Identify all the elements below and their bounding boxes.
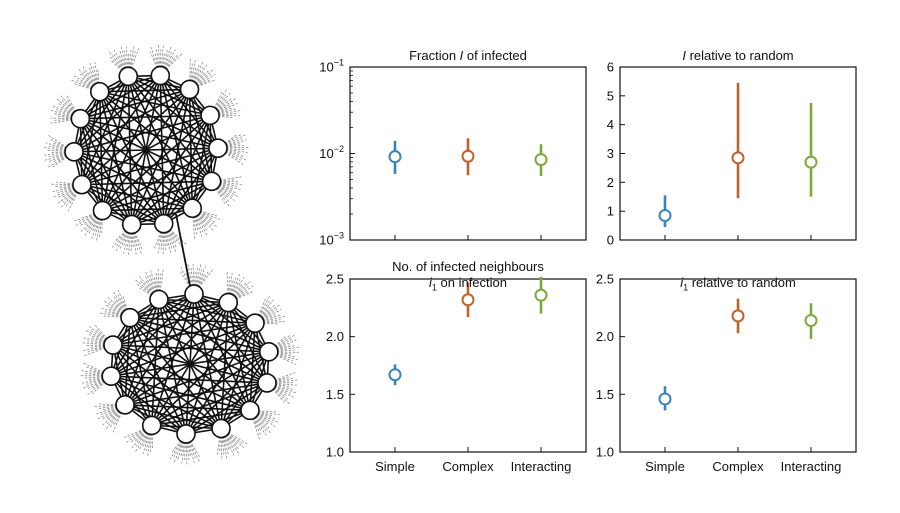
point-complex <box>733 83 744 198</box>
network-node <box>241 401 259 419</box>
y-tick-label: 1 <box>607 204 614 219</box>
network-node <box>123 215 141 233</box>
marker-interacting <box>536 154 547 165</box>
network-node <box>246 314 264 332</box>
x-tick-label: Interacting <box>511 459 572 474</box>
marker-simple <box>390 369 401 380</box>
y-tick-label: 5 <box>607 88 614 103</box>
y-tick-label: 1.5 <box>596 387 614 402</box>
network-node <box>71 110 89 128</box>
network-node <box>91 83 109 101</box>
axes: 1.0 1.5 2.0 2.5 Simple Complex Interacting <box>326 272 586 475</box>
y-tick-label: 1.0 <box>326 445 344 460</box>
network-node <box>155 215 173 233</box>
y-tick-label: 10−1 <box>319 58 344 75</box>
network-node <box>143 416 161 434</box>
network-node <box>150 290 168 308</box>
marker-simple <box>390 151 401 162</box>
bridge-edge <box>176 214 192 296</box>
network-node <box>151 67 169 85</box>
network-node <box>185 285 203 303</box>
point-interacting <box>806 103 817 197</box>
x-tick-label: Complex <box>712 459 764 474</box>
network-node <box>201 106 219 124</box>
network-node <box>73 176 91 194</box>
y-tick-label: 2.5 <box>326 272 344 287</box>
x-tick-label: Complex <box>442 459 494 474</box>
panel-title-line2: i1 on infection <box>350 275 586 296</box>
point-complex <box>733 299 744 334</box>
y-tick-label: 3 <box>607 146 614 161</box>
marker-complex <box>733 310 744 321</box>
point-interacting <box>536 144 547 176</box>
x-tick-label: Simple <box>645 459 685 474</box>
network-node <box>209 139 227 157</box>
network-node <box>260 343 278 361</box>
axes: 0 1 2 3 4 5 6 <box>607 60 856 248</box>
y-tick-label: 4 <box>607 117 614 132</box>
y-tick-label: 10−3 <box>319 231 344 248</box>
chart-fraction-infected: 10−3 10−2 10−1 <box>300 46 600 256</box>
panel-fraction-infected: Fraction I of infected 10−3 10−2 10−1 <box>300 46 600 256</box>
y-tick-label: 2 <box>607 175 614 190</box>
network-node <box>183 199 201 217</box>
network-node <box>116 396 134 414</box>
network-node <box>102 367 120 385</box>
point-simple <box>390 141 401 174</box>
marker-simple <box>660 393 671 404</box>
point-interacting <box>806 303 817 339</box>
network-node <box>258 374 276 392</box>
network-node <box>219 294 237 312</box>
network-node <box>121 309 139 327</box>
network-node <box>93 202 111 220</box>
panel-title: I relative to random <box>620 48 856 63</box>
y-tick-label: 0 <box>607 233 614 248</box>
marker-complex <box>463 151 474 162</box>
y-tick-label: 10−2 <box>319 144 344 161</box>
marker-complex <box>463 294 474 305</box>
x-tick-label: Simple <box>375 459 415 474</box>
y-tick-label: 1.5 <box>326 387 344 402</box>
panel-title: i1 relative to random <box>620 275 856 296</box>
marker-interacting <box>806 315 817 326</box>
network-node <box>119 67 137 85</box>
panel-title-line1: No. of infected neighbours <box>350 259 586 274</box>
y-tick-label: 2.0 <box>596 329 614 344</box>
network-node <box>212 420 230 438</box>
network-diagram <box>0 0 310 508</box>
y-tick-label: 6 <box>607 60 614 75</box>
point-complex <box>463 138 474 175</box>
network-node <box>177 425 195 443</box>
chart-relative-infected: 0 1 2 3 4 5 6 <box>570 46 870 256</box>
axes: 10−3 10−2 10−1 <box>319 58 586 248</box>
point-simple <box>390 364 401 385</box>
x-tick-label: Interacting <box>781 459 842 474</box>
point-simple <box>660 195 671 227</box>
panel-title: Fraction I of infected <box>350 48 586 63</box>
y-tick-label: 2.5 <box>596 272 614 287</box>
marker-simple <box>660 210 671 221</box>
network-node <box>104 336 122 354</box>
panel-infected-neighbours: No. of infected neighbours i1 on infecti… <box>300 258 600 508</box>
point-simple <box>660 386 671 410</box>
network-node <box>65 143 83 161</box>
marker-interacting <box>806 157 817 168</box>
network-node <box>203 172 221 190</box>
y-tick-label: 1.0 <box>596 445 614 460</box>
axes: 1.0 1.5 2.0 2.5 Simple Complex Interacting <box>596 272 856 475</box>
marker-complex <box>733 152 744 163</box>
network-node <box>181 80 199 98</box>
panel-relative-infected: I relative to random 0 1 2 3 4 5 6 <box>570 46 870 256</box>
y-tick-label: 2.0 <box>326 329 344 344</box>
panel-relative-neighbours: i1 relative to random 1.0 1.5 2.0 2.5 Simple… <box>570 258 870 508</box>
